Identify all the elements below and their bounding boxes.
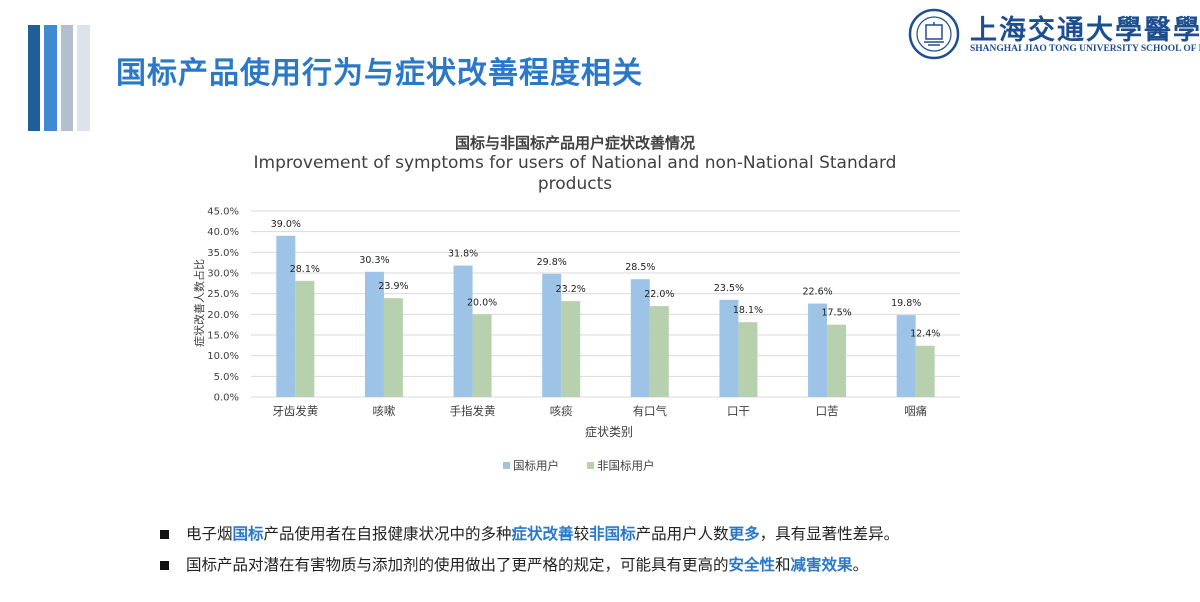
legend-label: 非国标用户	[597, 459, 655, 473]
bar-non-national-2	[383, 298, 403, 397]
data-label-non-national-3: 20.0%	[467, 297, 497, 308]
x-tick-label: 有口气	[633, 404, 668, 418]
y-tick-label: 45.0%	[207, 207, 239, 218]
highlight-text: 症状改善	[511, 525, 574, 543]
bullet-segment: 产品使用者在自报健康状况中的多种	[263, 525, 512, 543]
bullet-square-icon	[160, 561, 169, 570]
bar-national-8	[896, 315, 916, 397]
bullet-segment: 和	[775, 556, 791, 574]
legend-swatch	[503, 462, 510, 469]
y-axis-ticks: 0.0% 5.0% 10.0% 15.0% 20.0% 25.0% 30.0% 35.0% 40…	[207, 207, 239, 404]
highlight-text: 减害效果	[790, 556, 853, 574]
x-tick-label: 咽痛	[904, 404, 927, 418]
data-label-national-6: 23.5%	[714, 283, 744, 294]
legend-label: 国标用户	[513, 459, 559, 473]
bar-national-7	[808, 303, 828, 397]
highlight-text: 非国标	[589, 525, 636, 543]
data-label-national-8: 19.8%	[891, 298, 921, 309]
y-tick-label: 15.0%	[207, 331, 239, 342]
highlight-text: 安全性	[728, 556, 776, 574]
data-label-national-3: 31.8%	[448, 249, 478, 260]
y-tick-label: 20.0%	[207, 310, 239, 321]
decor-bar-1	[28, 25, 40, 131]
chart-subtitle-line-1: Improvement of symptoms for users of Nat…	[253, 153, 897, 173]
bar-non-national-8	[915, 345, 935, 397]
y-tick-label: 0.0%	[214, 393, 239, 404]
bar-non-national-7	[827, 324, 847, 397]
data-label-non-national-6: 18.1%	[733, 305, 763, 316]
bullet-text-1: 电子烟国标产品使用者在自报健康状况中的多种症状改善较非国标产品用户人数更多，具有…	[186, 519, 899, 550]
bullet-item-1: 电子烟国标产品使用者在自报健康状况中的多种症状改善较非国标产品用户人数更多，具有…	[160, 519, 1160, 550]
data-label-non-national-8: 12.4%	[910, 329, 940, 340]
bullet-text-2: 国标产品对潜在有害物质与添加剂的使用做出了更严格的规定，可能具有更高的安全性和减…	[186, 550, 868, 581]
x-axis-ticks: 牙齿发黄 咳嗽 手指发黄 咳痰 有口气 口干 口苦 咽痛	[272, 404, 927, 418]
bar-national-1	[276, 235, 296, 397]
bullet-segment: 较	[573, 525, 590, 543]
bar-non-national-4	[561, 301, 581, 397]
data-label-non-national-2: 23.9%	[378, 281, 408, 292]
bar-non-national-5	[649, 306, 669, 397]
bullet-segment: 产品用户人数	[635, 525, 729, 543]
y-tick-label: 5.0%	[214, 372, 239, 383]
y-tick-label: 40.0%	[207, 227, 239, 238]
x-tick-label: 口干	[727, 404, 750, 418]
decor-bar-3	[61, 25, 73, 131]
data-label-national-2: 30.3%	[359, 255, 389, 266]
slide-title: 国标产品使用行为与症状改善程度相关	[116, 56, 643, 91]
x-tick-label: 牙齿发黄	[272, 404, 318, 418]
bar-non-national-1	[295, 280, 315, 397]
bar-national-4	[542, 273, 562, 397]
data-label-national-1: 39.0%	[271, 219, 301, 230]
bullet-segment: ，具有显著性差异。	[759, 525, 900, 543]
y-axis-label: 症状改善人数占比	[192, 259, 206, 347]
university-logo: 上海交通大學醫學院 SHANGHAI JIAO TONG UNIVERSITY …	[908, 6, 1200, 62]
chart-data-labels: 39.0% 28.1% 30.3% 23.9% 31.8% 20.0% 29.8% 23.2%…	[271, 219, 941, 340]
bar-national-5	[630, 279, 650, 397]
bullet-item-2: 国标产品对潜在有害物质与添加剂的使用做出了更严格的规定，可能具有更高的安全性和减…	[160, 550, 1160, 581]
legend-swatch	[587, 462, 594, 469]
data-label-national-5: 28.5%	[625, 262, 655, 273]
data-label-non-national-1: 28.1%	[290, 264, 320, 275]
decor-bar-2	[44, 25, 57, 131]
bullet-segment: 电子烟	[186, 525, 233, 543]
x-axis-label: 症状类别	[585, 424, 633, 439]
bullet-square-icon	[160, 530, 169, 539]
highlight-text: 更多	[728, 525, 760, 543]
x-tick-label: 咳痰	[550, 404, 573, 418]
y-tick-label: 35.0%	[207, 248, 239, 259]
highlight-text: 国标	[232, 525, 264, 543]
y-tick-label: 30.0%	[207, 269, 239, 280]
data-label-non-national-7: 17.5%	[821, 308, 851, 319]
x-tick-label: 口苦	[816, 404, 839, 418]
bar-non-national-3	[472, 314, 492, 397]
chart-bars	[276, 235, 935, 397]
university-seal-icon	[908, 8, 960, 60]
chart-gridlines	[251, 210, 960, 398]
data-label-national-4: 29.8%	[537, 257, 567, 268]
bar-national-2	[364, 271, 384, 397]
chart-title: 国标与非国标产品用户症状改善情况	[454, 134, 695, 152]
bar-national-6	[719, 299, 739, 397]
bar-non-national-6	[738, 322, 758, 397]
x-tick-label: 手指发黄	[450, 404, 496, 418]
logo-name-en: SHANGHAI JIAO TONG UNIVERSITY SCHOOL OF …	[970, 44, 1200, 54]
chart-subtitle-line-2: products	[537, 174, 613, 194]
data-label-national-7: 22.6%	[802, 287, 832, 298]
logo-name-cn: 上海交通大學醫學院	[970, 15, 1200, 46]
bullet-list: 电子烟国标产品使用者在自报健康状况中的多种症状改善较非国标产品用户人数更多，具有…	[160, 519, 1160, 581]
bullet-segment: 。	[852, 556, 869, 574]
y-tick-label: 25.0%	[207, 289, 239, 300]
bullet-segment: 国标产品对潜在有害物质与添加剂的使用做出了更严格的规定，可能具有更高的	[186, 556, 729, 574]
decor-bar-4	[77, 25, 90, 131]
y-tick-label: 10.0%	[207, 351, 239, 362]
chart-subtitle: Improvement of symptoms for users of Nat…	[250, 153, 900, 195]
chart-legend: 国标用户 非国标用户	[503, 459, 655, 473]
bar-national-3	[453, 265, 473, 397]
data-label-non-national-4: 23.2%	[556, 284, 586, 295]
x-tick-label: 咳嗽	[372, 404, 395, 418]
data-label-non-national-5: 22.0%	[644, 289, 674, 300]
